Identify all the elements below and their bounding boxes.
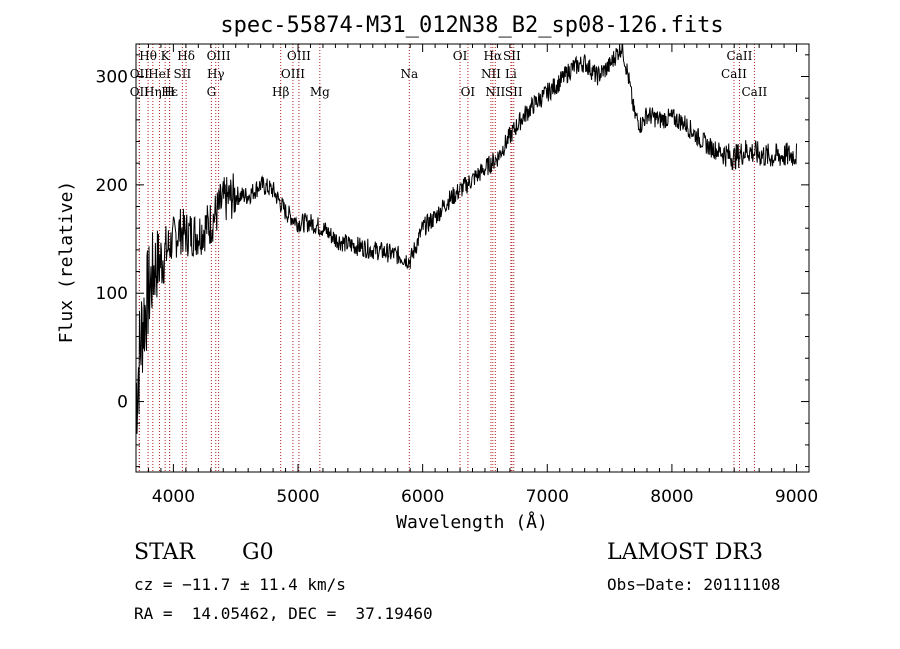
line-marker-label: OIII (207, 49, 231, 63)
line-marker-label: CaII (727, 49, 753, 63)
line-marker-label: SII (505, 85, 523, 99)
coordinates: RA = 14.05462, DEC = 37.19460 (134, 604, 433, 623)
plot-frame (135, 43, 810, 473)
survey-name: LAMOST DR3 (607, 540, 763, 565)
x-tick-label: 8000 (650, 487, 693, 507)
line-marker-label: K (161, 49, 171, 63)
y-tick-label: 200 (96, 176, 128, 196)
line-marker-label: Hβ (272, 85, 289, 99)
line-marker-label: OIII (287, 49, 311, 63)
x-axis-label: Wavelength (Å) (396, 511, 548, 533)
line-marker-label: Hη (144, 85, 162, 99)
line-marker-label: NII (485, 85, 505, 99)
line-marker-label: Li (505, 67, 517, 81)
object-class: STAR (134, 540, 195, 565)
line-marker-label: OI (453, 49, 468, 63)
line-marker-label: CaII (741, 85, 767, 99)
line-marker-label: SII (174, 67, 192, 81)
line-marker-label: SII (503, 49, 521, 63)
y-tick-label: 0 (117, 393, 128, 413)
line-marker-label: OIII (281, 67, 305, 81)
x-tick-label: 6000 (401, 487, 444, 507)
line-marker-label: Hα (484, 49, 503, 63)
observation-date: Obs−Date: 20111108 (607, 575, 781, 594)
chart-title: spec-55874-M31_012N38_B2_sp08-126.fits (220, 13, 723, 38)
line-marker-label: Hε (161, 85, 178, 99)
line-marker-label: HeI (148, 67, 171, 81)
line-markers (138, 44, 755, 472)
line-marker-label: Hθ (139, 49, 157, 63)
x-tick-label: 7000 (526, 487, 569, 507)
line-marker-label: CaII (721, 67, 747, 81)
x-axis-ticks: 4000 5000 6000 7000 8000 9000 (135, 44, 818, 507)
x-tick-label: 9000 (775, 487, 818, 507)
y-axis-label: Flux (relative) (56, 181, 77, 344)
spectrum-line (135, 43, 797, 434)
line-marker-label: Hγ (207, 67, 225, 81)
line-marker-label: OI (461, 85, 476, 99)
line-marker-label: Mg (310, 85, 330, 99)
object-subclass: G0 (242, 540, 274, 565)
x-tick-label: 5000 (276, 487, 319, 507)
line-marker-label: Hδ (177, 49, 195, 63)
y-axis-ticks: 0 100 200 300 (96, 54, 809, 468)
line-marker-label: G (207, 85, 217, 99)
line-marker-label: OII (130, 85, 150, 99)
y-tick-label: 100 (96, 284, 128, 304)
y-tick-label: 300 (96, 68, 128, 88)
line-marker-label: OII (130, 67, 150, 81)
line-marker-label: NII (481, 67, 501, 81)
line-marker-label: H (164, 85, 174, 99)
redshift-velocity: cz = −11.7 ± 11.4 km/s (134, 575, 346, 594)
line-marker-label: Na (400, 67, 418, 81)
x-tick-label: 4000 (152, 487, 195, 507)
